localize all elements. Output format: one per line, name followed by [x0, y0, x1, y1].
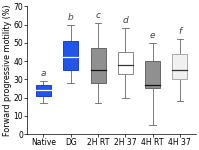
Bar	[118, 52, 133, 74]
Text: d: d	[122, 16, 128, 26]
Y-axis label: Forward progressive motility (%): Forward progressive motility (%)	[3, 4, 12, 136]
Bar	[36, 85, 51, 96]
Bar	[91, 48, 105, 83]
Bar	[63, 41, 78, 70]
Text: b: b	[68, 13, 74, 22]
Bar	[145, 61, 160, 88]
Bar	[172, 54, 187, 79]
Text: c: c	[96, 11, 100, 20]
Text: f: f	[178, 27, 181, 36]
Text: a: a	[41, 69, 46, 78]
Text: e: e	[150, 31, 155, 40]
